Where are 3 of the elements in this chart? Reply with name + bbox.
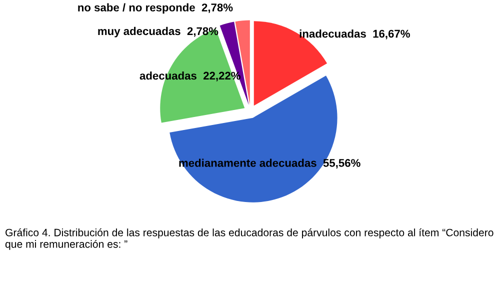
text: Gráfico 4. Distribución de las respuestas de las educadoras de párvulos con respecto al ítem “Considero que mi remuneración es: ” [5, 228, 494, 250]
slice-label: no sabe / no responde 2,78% [78, 3, 233, 14]
slice-label: inadecuadas 16,67% [300, 30, 410, 40]
